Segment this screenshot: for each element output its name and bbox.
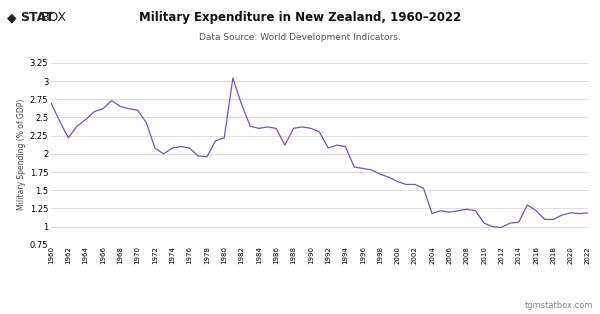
Text: Military Expenditure in New Zealand, 1960–2022: Military Expenditure in New Zealand, 196… [139,11,461,24]
Text: STAT: STAT [20,11,53,24]
Text: ◆: ◆ [7,11,17,24]
Text: tgmstatbox.com: tgmstatbox.com [524,301,593,310]
Text: BOX: BOX [41,11,67,24]
Y-axis label: Military Spending (% of GDP): Military Spending (% of GDP) [17,98,26,209]
Text: Data Source: World Development Indicators.: Data Source: World Development Indicator… [199,33,401,42]
